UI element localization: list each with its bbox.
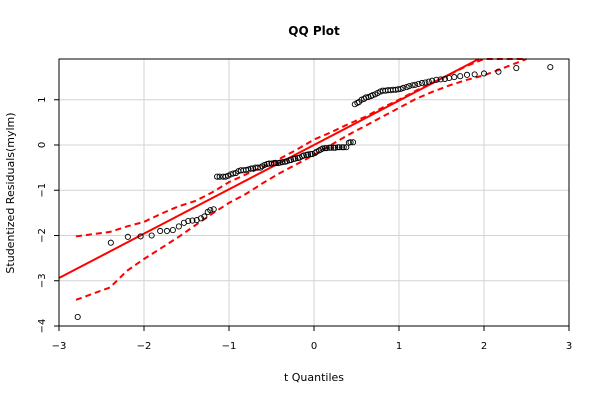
data-point-5 [157,227,164,235]
data-point-106 [422,79,429,86]
data-point-113 [451,74,458,81]
y-tick-label-4: 0 [37,142,48,148]
data-point-40 [268,160,275,167]
data-point-117 [480,70,488,77]
data-point-69 [330,144,337,151]
data-point-24 [230,170,237,177]
data-point-72 [336,144,343,151]
data-point-51 [292,155,299,162]
y-tick-label-2: −2 [37,228,48,243]
x-tick-label-5: 2 [481,341,487,352]
x-tick-label-3: 0 [311,341,317,352]
data-point-8 [175,223,182,230]
y-tick-label-1: −3 [37,273,48,288]
x-tick-label-1: −2 [137,341,152,352]
y-tick-label-0: −4 [37,319,48,334]
chart-title: QQ Plot [288,24,340,38]
data-point-110 [437,76,444,83]
data-point-21 [222,173,229,180]
data-point-78 [350,139,357,146]
data-point-47 [283,158,290,165]
data-point-18 [214,173,221,180]
data-point-87 [369,92,376,99]
data-point-41 [270,160,278,167]
data-point-119 [513,65,520,72]
data-point-7 [169,227,176,234]
data-point-101 [406,83,413,90]
y-axis: −4 −3 −2 −1 0 1 [37,97,59,334]
reference-line [58,58,480,279]
data-point-4 [148,232,155,239]
x-tick-label-0: −3 [52,341,67,352]
data-point-99 [400,84,407,92]
data-point-103 [412,81,419,88]
data-point-11 [189,217,196,224]
data-point-1 [107,239,114,246]
data-point-98 [397,85,404,92]
y-axis-label: Studentized Residuals(mylm) [4,112,17,273]
data-point-116 [471,71,478,78]
data-point-45 [279,159,286,166]
envelope-upper [75,58,527,238]
data-point-74 [340,144,347,151]
data-point-67 [326,144,333,151]
data-point-2 [124,233,131,240]
data-point-3 [137,233,144,240]
x-axis-label: t Quantiles [284,371,344,384]
data-point-118 [495,68,502,75]
data-point-100 [403,84,410,91]
data-point-111 [441,75,448,82]
data-point-60 [311,150,318,157]
confidence-envelope [75,58,527,301]
data-point-42 [272,160,279,167]
data-point-114 [457,73,464,80]
data-point-77 [347,139,354,146]
data-point-16 [207,207,214,214]
data-point-65 [321,145,329,152]
data-point-19 [216,173,223,180]
data-point-102 [409,82,416,89]
data-point-49 [287,156,295,163]
data-point-13 [197,215,204,222]
data-point-115 [463,71,471,78]
data-point-71 [334,144,341,151]
data-point-70 [332,144,339,151]
grid-lines [58,59,570,327]
envelope-lower [75,58,527,301]
data-point-31 [248,165,255,172]
x-tick-label-6: 3 [566,341,572,352]
data-point-0 [74,313,81,320]
data-point-10 [185,217,192,225]
data-point-35 [257,164,264,171]
data-point-109 [433,76,440,83]
data-point-107 [425,78,432,85]
data-point-34 [254,164,261,171]
data-point-58 [307,150,314,158]
data-point-6 [163,227,170,235]
x-tick-label-2: −1 [222,341,237,352]
data-point-37 [261,161,268,168]
data-point-75 [343,144,350,151]
data-point-105 [418,79,426,87]
y-tick-label-5: 1 [37,97,48,103]
data-point-66 [323,145,330,152]
y-tick-label-3: −1 [37,183,48,198]
data-point-64 [319,145,326,152]
data-point-108 [429,77,436,84]
data-point-57 [304,151,312,158]
data-point-17 [210,206,217,213]
data-point-14 [201,213,208,220]
data-point-73 [338,144,346,151]
data-point-55 [300,152,307,159]
data-point-30 [245,166,252,173]
data-points [74,64,554,320]
data-point-68 [327,144,335,151]
x-tick-label-4: 1 [396,341,402,352]
data-point-104 [415,80,422,87]
x-axis: −3 −2 −1 0 1 2 3 [52,326,572,352]
data-point-120 [547,64,554,71]
